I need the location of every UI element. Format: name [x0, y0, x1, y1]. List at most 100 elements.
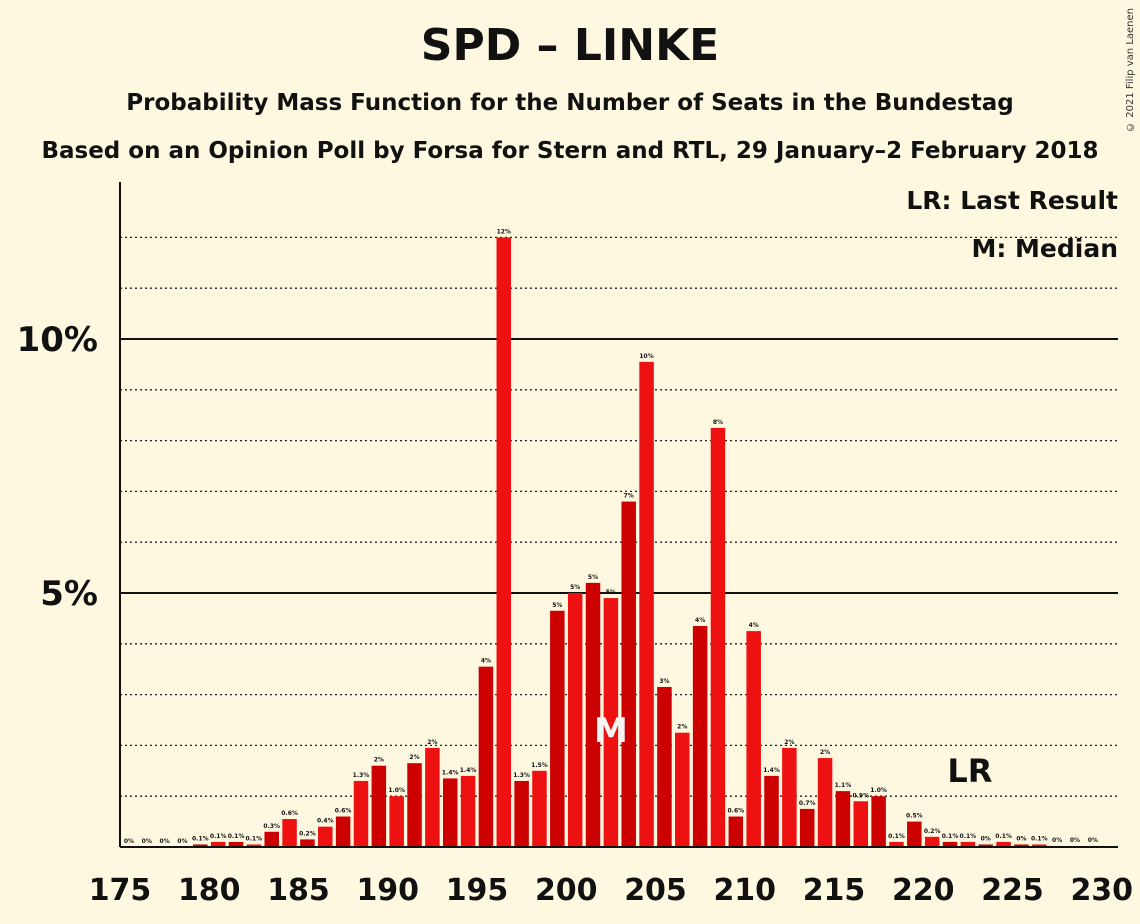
x-tick-label: 175 — [89, 873, 152, 908]
x-tick-label: 195 — [446, 873, 509, 908]
bar-data-label: 0% — [1088, 837, 1098, 844]
bar — [657, 686, 672, 847]
x-tick-label: 230 — [1070, 873, 1133, 908]
x-tick-label: 210 — [713, 873, 776, 908]
bar — [942, 841, 958, 847]
last-result-marker: LR — [947, 752, 992, 790]
legend-median: M: Median — [971, 234, 1118, 263]
bar-data-label: 8% — [713, 419, 723, 426]
bar-data-label: 0% — [1052, 837, 1062, 844]
bar-data-label: 0.9% — [852, 792, 869, 799]
bar-data-label: 5% — [588, 574, 598, 581]
bar — [246, 844, 262, 847]
bar-data-label: 1.4% — [763, 767, 780, 774]
bar-data-label: 1.1% — [835, 782, 852, 789]
bar-data-label: 5% — [606, 589, 616, 596]
x-tick-label: 225 — [981, 873, 1044, 908]
bar — [532, 770, 547, 847]
bar — [746, 631, 761, 847]
bar — [371, 765, 387, 847]
x-tick-label: 185 — [267, 873, 330, 908]
bar-data-label: 0% — [981, 835, 991, 842]
bar-data-label: 1.3% — [513, 772, 530, 779]
bar — [353, 780, 369, 847]
bar-data-label: 0% — [142, 838, 152, 845]
bar-data-label: 0.6% — [728, 808, 745, 815]
chart-title: SPD – LINKE — [420, 20, 720, 71]
x-tick-label: 205 — [624, 873, 687, 908]
bar-data-label: 0.1% — [192, 835, 209, 842]
bar — [764, 775, 779, 847]
bar — [228, 841, 244, 847]
x-tick-label: 180 — [178, 873, 241, 908]
bar-data-label: 0.2% — [299, 830, 316, 837]
bar — [425, 747, 440, 847]
bar — [603, 598, 619, 847]
bar — [996, 841, 1011, 847]
bar — [567, 593, 583, 847]
bar — [335, 816, 351, 847]
bar-data-label: 1.0% — [388, 787, 405, 794]
bar-data-label: 5% — [552, 602, 562, 609]
bar-data-label: 1.4% — [460, 767, 477, 774]
bar — [210, 841, 226, 847]
y-tick-label: 10% — [17, 320, 98, 360]
bar-data-label: 2% — [374, 757, 384, 764]
bar-data-label: 2% — [784, 739, 794, 746]
bar — [692, 626, 708, 847]
x-tick-label: 200 — [535, 873, 598, 908]
bar — [478, 666, 494, 847]
bar-data-label: 2% — [677, 724, 687, 731]
bar — [817, 758, 833, 847]
bar — [300, 839, 315, 847]
bar-data-label: 0.7% — [799, 800, 816, 807]
bar-data-label: 4% — [481, 658, 491, 665]
bar-data-label: 7% — [624, 493, 634, 500]
bar-data-label: 2% — [820, 749, 830, 756]
bar — [621, 501, 636, 847]
x-tick-label: 190 — [356, 873, 419, 908]
bar-data-label: 0.1% — [960, 833, 977, 840]
bar-data-label: 0.2% — [924, 828, 941, 835]
bar — [799, 808, 815, 847]
bar — [282, 819, 297, 847]
chart-source: Based on an Opinion Poll by Forsa for St… — [41, 138, 1099, 164]
bar-data-label: 12% — [497, 228, 511, 235]
bar-data-label: 0% — [1070, 837, 1080, 844]
bar-data-label: 3% — [659, 678, 669, 685]
bar-data-label: 0.6% — [281, 810, 298, 817]
bar-data-label: 0.1% — [888, 833, 905, 840]
bar-data-label: 0.1% — [995, 833, 1012, 840]
bar — [710, 427, 726, 847]
bar-data-label: 4% — [749, 622, 759, 629]
bar — [871, 796, 886, 847]
bar — [585, 582, 601, 847]
bar — [978, 844, 993, 847]
bar-data-label: 0.5% — [906, 813, 923, 820]
bar-data-label: 1.3% — [353, 772, 370, 779]
bar — [675, 732, 690, 847]
bar — [924, 836, 940, 847]
bar — [460, 775, 476, 847]
chart-subtitle: Probability Mass Function for the Number… — [126, 90, 1014, 116]
bar-data-label: 0% — [1016, 835, 1026, 842]
bar — [960, 841, 976, 847]
bar — [389, 796, 404, 847]
bar — [550, 610, 565, 847]
bar — [407, 763, 422, 847]
bar-data-label: 4% — [695, 617, 705, 624]
bar — [853, 801, 869, 847]
bar — [835, 791, 851, 847]
bar-data-label: 1.5% — [531, 762, 548, 769]
bar — [639, 361, 654, 847]
bar-data-label: 0.1% — [210, 833, 227, 840]
y-tick-label: 5% — [40, 574, 98, 614]
bar-data-label: 0.4% — [317, 818, 334, 825]
bar-data-label: 0.1% — [1031, 835, 1048, 842]
bar-data-label: 5% — [570, 584, 580, 591]
bar-data-label: 0.1% — [228, 833, 245, 840]
x-tick-label: 215 — [803, 873, 866, 908]
bar — [496, 237, 512, 847]
bar — [264, 831, 279, 847]
